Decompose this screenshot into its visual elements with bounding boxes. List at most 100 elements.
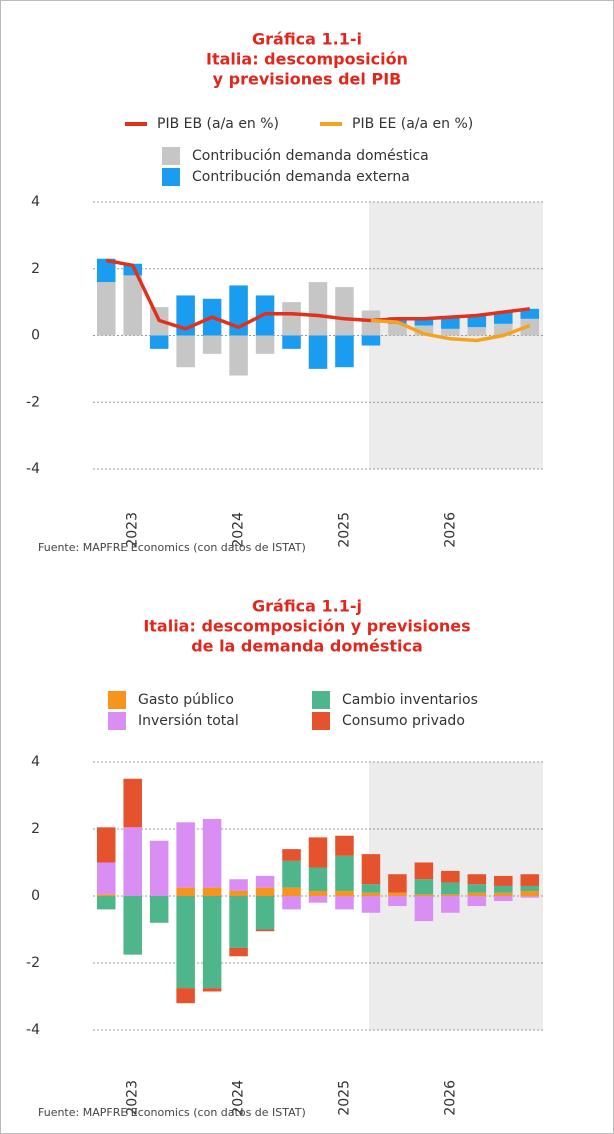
bar <box>229 890 248 896</box>
y-tick-label: 4 <box>31 194 40 210</box>
chart-title: Gráfica 1.1-j <box>252 597 362 616</box>
bar <box>441 317 460 329</box>
x-tick-label: 2023 <box>125 1080 141 1116</box>
y-tick-label: 0 <box>31 328 40 344</box>
bar <box>282 849 301 861</box>
bar <box>520 308 540 319</box>
bar <box>441 882 460 895</box>
bar <box>520 890 540 896</box>
bar <box>335 835 354 856</box>
y-tick-label: 4 <box>31 754 40 770</box>
bar <box>494 896 513 902</box>
bar <box>388 892 407 896</box>
bar <box>149 335 169 349</box>
bar <box>123 896 142 955</box>
bar <box>176 896 195 989</box>
legend-swatch <box>312 691 330 709</box>
legend-label: Consumo privado <box>342 713 465 729</box>
bar <box>202 818 222 888</box>
bar <box>335 855 354 891</box>
bar <box>282 860 301 888</box>
legend-label: Gasto público <box>138 692 234 708</box>
bar <box>388 896 407 907</box>
bar <box>335 896 354 910</box>
x-tick-label: 2025 <box>336 512 352 548</box>
bar <box>467 315 487 328</box>
bar <box>308 335 328 369</box>
y-tick-label: 0 <box>31 888 40 904</box>
bar <box>494 892 513 896</box>
bar <box>467 884 487 893</box>
bar <box>467 874 487 885</box>
bar <box>255 875 275 888</box>
bar <box>255 335 275 354</box>
bar <box>414 318 434 326</box>
bar <box>123 275 142 336</box>
bar <box>96 894 116 896</box>
y-tick-label: 2 <box>31 261 40 277</box>
bar <box>335 287 354 336</box>
bar <box>202 335 222 354</box>
legend-swatch <box>162 147 180 165</box>
bar <box>202 896 222 989</box>
bar <box>96 862 116 895</box>
bar <box>441 896 460 913</box>
bar <box>361 896 381 913</box>
bar <box>388 323 407 336</box>
bar <box>308 890 328 896</box>
bar <box>96 282 116 336</box>
bar <box>282 302 301 336</box>
chart-subtitle: Italia: descomposición <box>206 50 408 69</box>
bar <box>414 894 434 896</box>
bar <box>308 867 328 891</box>
bar <box>414 879 434 895</box>
bar <box>96 258 116 283</box>
line <box>105 258 531 331</box>
x-tick-label: 2024 <box>231 512 247 548</box>
bar <box>414 862 434 880</box>
bar <box>308 837 328 868</box>
x-tick-label: 2023 <box>125 512 141 548</box>
legend-swatch <box>312 712 330 730</box>
chart-subtitle: de la demanda doméstica <box>191 637 423 656</box>
bar <box>388 874 407 893</box>
bar <box>441 328 460 336</box>
chart-subtitle: Italia: descomposición y previsiones <box>143 617 470 636</box>
bar <box>229 896 248 948</box>
bar <box>467 327 487 336</box>
bar <box>149 840 169 896</box>
bar <box>467 896 487 907</box>
bar <box>494 885 513 893</box>
bar <box>441 870 460 883</box>
bar <box>494 312 513 324</box>
bar <box>123 778 142 828</box>
bar <box>335 890 354 896</box>
bar <box>282 896 301 910</box>
chart-title: Gráfica 1.1-i <box>252 30 362 49</box>
y-tick-label: -4 <box>26 461 40 477</box>
bar <box>176 988 195 1004</box>
bar <box>361 892 381 896</box>
bar <box>96 896 116 910</box>
bar <box>149 896 169 923</box>
bar <box>308 282 328 336</box>
y-tick-label: 2 <box>31 821 40 837</box>
bar <box>176 335 195 368</box>
bar <box>176 887 195 896</box>
bar <box>361 310 381 336</box>
bar <box>202 887 222 896</box>
bar <box>229 947 248 957</box>
bar <box>282 887 301 896</box>
legend-label: Cambio inventarios <box>342 692 478 708</box>
bar <box>202 988 222 992</box>
bar <box>229 335 248 376</box>
y-tick-label: -4 <box>26 1022 40 1038</box>
bar <box>123 827 142 896</box>
bar <box>361 335 381 346</box>
legend-swatch <box>108 712 126 730</box>
bar <box>229 879 248 891</box>
bar <box>520 874 540 886</box>
bar <box>494 875 513 886</box>
